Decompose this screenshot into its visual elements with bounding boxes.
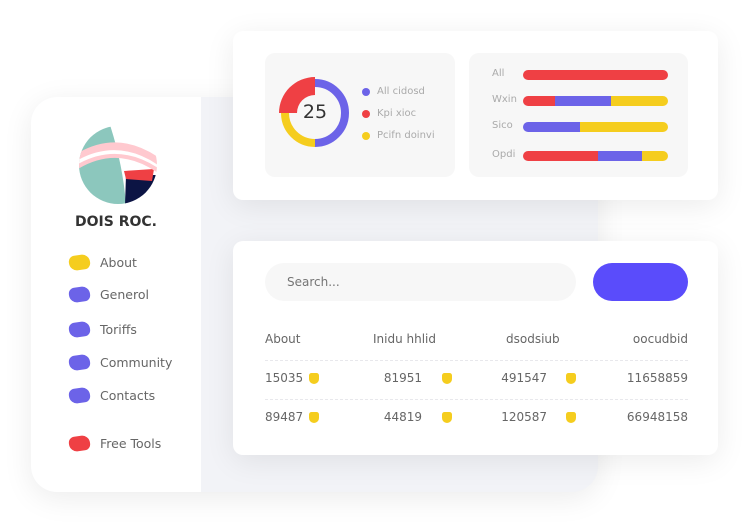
sidebar-item-toriffs[interactable]: Toriffs (68, 320, 137, 339)
stacked-bar (523, 151, 668, 161)
stacked-bar (523, 122, 668, 132)
shield-icon (566, 373, 576, 384)
sidebar-item-label: Free Tools (100, 436, 162, 451)
stacked-bar (523, 70, 668, 80)
legend-dot-icon (362, 87, 370, 96)
legend-item: Kpi xioc (362, 108, 416, 119)
table-cell: 11658859 (626, 371, 688, 385)
sidebar-item-contacts[interactable]: Contacts (68, 386, 156, 405)
nav-blob-icon (68, 353, 91, 372)
stacked-bar (523, 96, 668, 106)
sidebar: DOIS ROC. About Generol Toriffs Community Co… (31, 97, 201, 492)
legend-dot-icon (362, 131, 370, 140)
column-header[interactable]: oocudbid (632, 332, 688, 346)
bar-segment (579, 122, 668, 132)
bar-segment (554, 96, 612, 106)
sidebar-item-about[interactable]: About (68, 253, 137, 272)
donut-chart (279, 77, 349, 147)
legend-dot-icon (362, 109, 370, 118)
table-cell: 120587 (501, 410, 547, 424)
bar-label: Opdi (492, 149, 516, 160)
donut-segment-3 (279, 77, 315, 113)
brand-name: DOIS ROC. (75, 214, 157, 230)
shield-icon (442, 373, 452, 384)
table-cell: 81951 (383, 371, 422, 385)
sidebar-item-generol[interactable]: Generol (68, 285, 149, 304)
bar-label: All (492, 68, 505, 79)
table-cell: 66948158 (626, 410, 688, 424)
column-header[interactable]: dsodsiub (506, 332, 560, 346)
table-cell: 491547 (501, 371, 547, 385)
shield-icon (309, 412, 319, 423)
legend-label: Pcifn doinvi (377, 130, 435, 141)
nav-blob-icon (68, 285, 91, 304)
bar-segment (611, 96, 668, 106)
bar-segment (523, 96, 555, 106)
legend-item: Pcifn doinvi (362, 130, 435, 141)
sidebar-item-free-tools[interactable]: Free Tools (68, 434, 162, 453)
sidebar-item-community[interactable]: Community (68, 353, 173, 372)
row-divider (265, 360, 688, 361)
search-input[interactable] (265, 263, 576, 301)
shield-icon (442, 412, 452, 423)
shield-icon (309, 373, 319, 384)
sidebar-item-label: Contacts (100, 388, 156, 403)
brand-logo (79, 126, 157, 204)
sidebar-item-label: Generol (100, 287, 149, 302)
table-cell: 15035 (265, 371, 304, 385)
table-cell: 44819 (383, 410, 422, 424)
nav-blob-icon (68, 386, 91, 405)
nav-blob-icon (68, 434, 91, 453)
bar-segment (641, 151, 668, 161)
row-divider (265, 399, 688, 400)
donut-value: 25 (302, 101, 328, 123)
legend-label: All cidosd (377, 86, 425, 97)
bar-segment (523, 151, 599, 161)
sidebar-item-label: About (100, 255, 137, 270)
legend-item: All cidosd (362, 86, 425, 97)
bar-label: Sico (492, 120, 513, 131)
bar-segment (598, 151, 642, 161)
bar-segment (523, 122, 580, 132)
sidebar-item-label: Toriffs (100, 322, 137, 337)
column-header[interactable]: Inidu hhlid (373, 332, 437, 346)
nav-blob-icon (68, 320, 91, 339)
bar-segment (523, 70, 668, 80)
sidebar-item-label: Community (100, 355, 173, 370)
bar-label: Wxin (492, 94, 517, 105)
shield-icon (566, 412, 576, 423)
column-header[interactable]: About (265, 332, 301, 346)
legend-label: Kpi xioc (377, 108, 417, 119)
table-cell: 89487 (265, 410, 304, 424)
donut-panel (265, 53, 455, 177)
search-button[interactable] (593, 263, 688, 301)
nav-blob-icon (68, 253, 91, 272)
